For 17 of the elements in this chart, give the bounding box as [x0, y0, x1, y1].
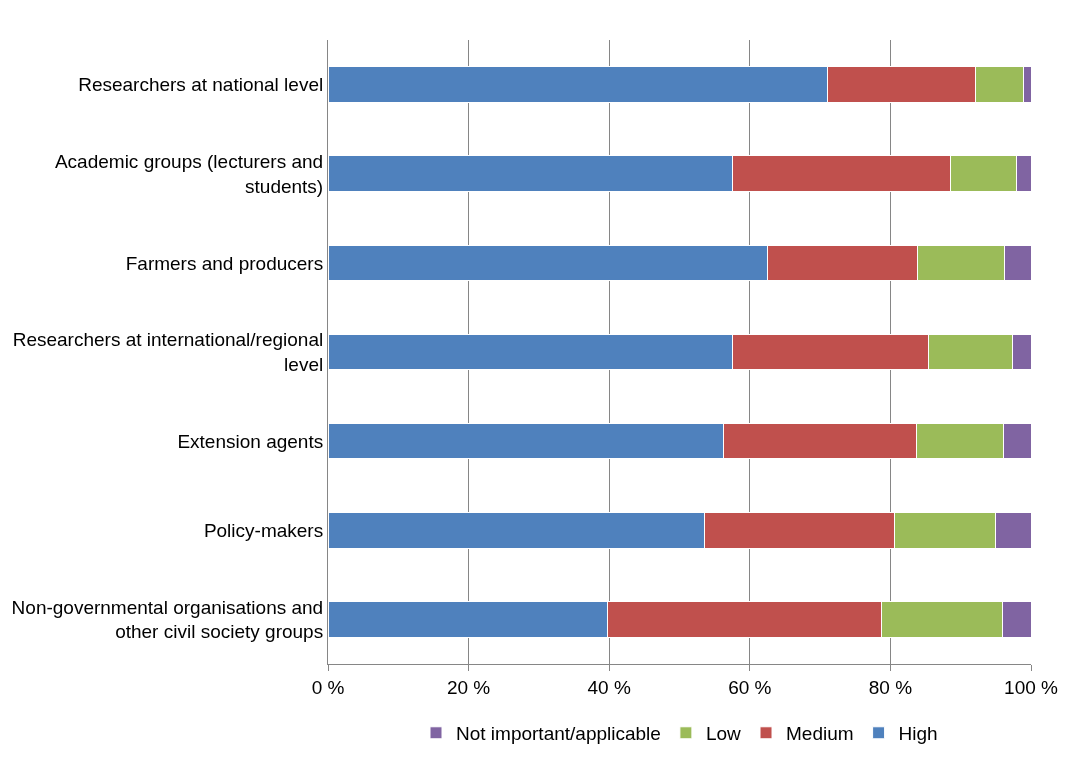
x-tick-label: 20 %: [446, 676, 491, 698]
x-tick-label: 60 %: [728, 676, 772, 698]
y-tick-label: Non-governmental organisations and other civil society groups: [11, 596, 324, 643]
y-tick-label: Policy-makers: [203, 519, 324, 541]
y-tick-label: Farmers and producers: [125, 252, 324, 274]
x-tick-label: 100 %: [1004, 676, 1059, 698]
y-tick-label: Researchers at national level: [78, 74, 324, 96]
legend-label: Not important/applicable: [456, 723, 661, 745]
legend-label: High: [898, 723, 938, 745]
x-tick-label: 0 %: [311, 676, 345, 698]
legend-label: Medium: [786, 723, 854, 745]
legend-label: Low: [705, 723, 742, 745]
y-tick-label: Extension agents: [177, 430, 324, 452]
x-tick-label: 40 %: [587, 676, 631, 698]
y-tick-label: Researchers at international/regional level: [12, 329, 324, 375]
x-tick-label: 80 %: [868, 676, 913, 698]
y-tick-label: Academic groups (lecturers and students): [54, 151, 324, 197]
